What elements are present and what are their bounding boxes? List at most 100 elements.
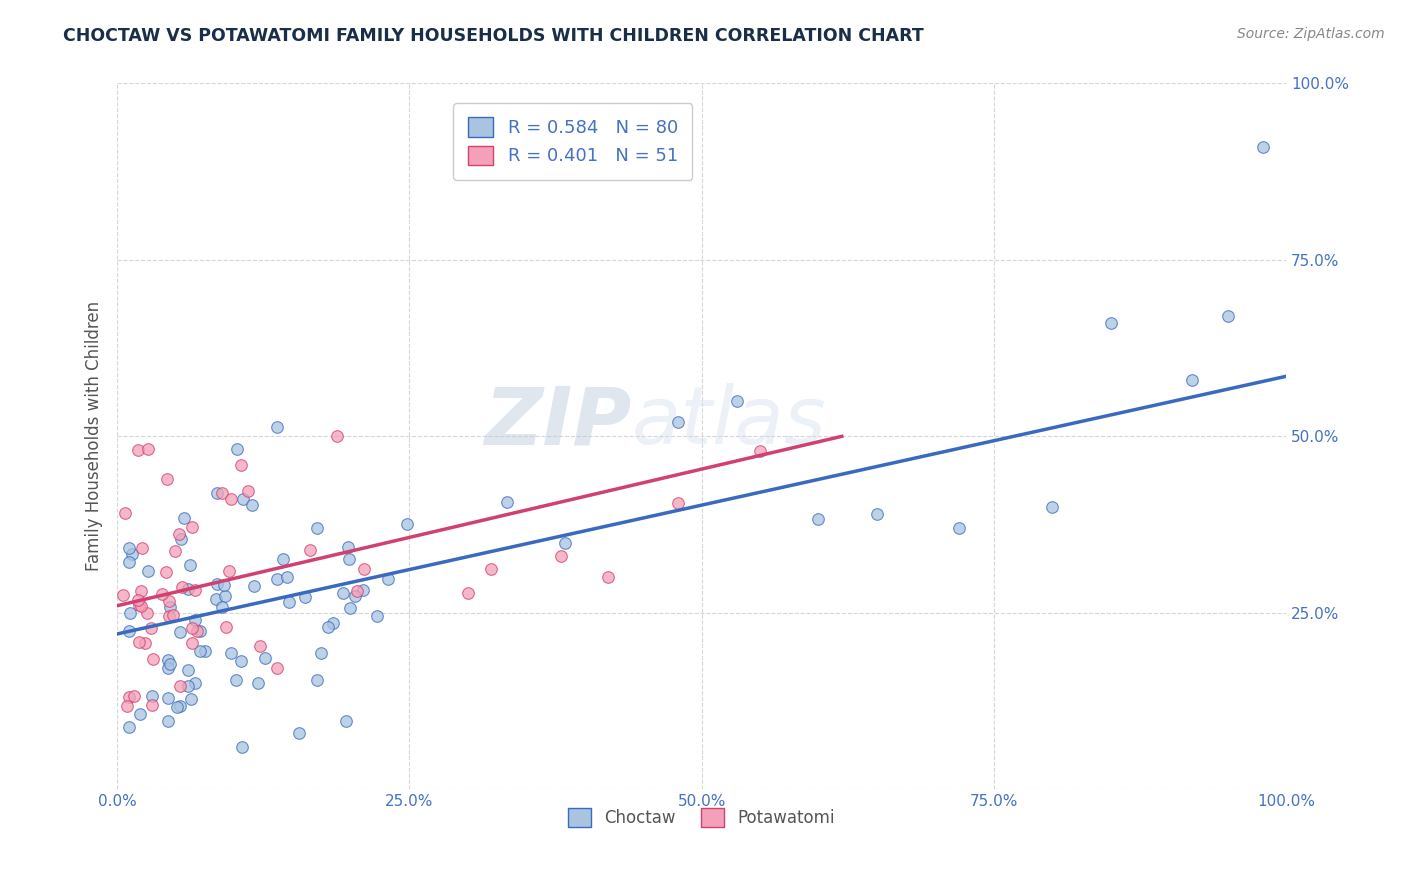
- Point: [554, 536, 576, 550]
- Point: [155, 566, 177, 580]
- Point: [299, 543, 322, 558]
- Point: [246, 676, 269, 690]
- Point: [495, 494, 517, 508]
- Point: [344, 589, 367, 603]
- Point: [346, 584, 368, 599]
- Point: [128, 706, 150, 721]
- Point: [1181, 373, 1204, 387]
- Point: [156, 714, 179, 729]
- Point: [131, 541, 153, 556]
- Point: [136, 442, 159, 457]
- Point: [337, 541, 360, 555]
- Point: [326, 429, 349, 443]
- Point: [749, 444, 772, 458]
- Point: [184, 675, 207, 690]
- Point: [163, 543, 186, 558]
- Point: [118, 624, 141, 639]
- Point: [173, 511, 195, 525]
- Point: [184, 582, 207, 597]
- Point: [226, 442, 249, 457]
- Text: Source: ZipAtlas.com: Source: ZipAtlas.com: [1237, 27, 1385, 41]
- Point: [377, 572, 399, 586]
- Point: [335, 714, 357, 728]
- Point: [307, 673, 329, 687]
- Point: [1040, 500, 1063, 514]
- Point: [172, 580, 194, 594]
- Point: [169, 532, 191, 546]
- Point: [666, 415, 689, 429]
- Point: [194, 644, 217, 658]
- Point: [127, 443, 149, 458]
- Point: [118, 541, 141, 556]
- Point: [177, 582, 200, 596]
- Point: [141, 698, 163, 712]
- Point: [276, 570, 298, 584]
- Point: [666, 496, 689, 510]
- Point: [188, 624, 211, 639]
- Point: [211, 599, 233, 614]
- Point: [725, 394, 748, 409]
- Point: [128, 635, 150, 649]
- Point: [181, 520, 204, 534]
- Text: CHOCTAW VS POTAWATOMI FAMILY HOUSEHOLDS WITH CHILDREN CORRELATION CHART: CHOCTAW VS POTAWATOMI FAMILY HOUSEHOLDS …: [63, 27, 924, 45]
- Point: [231, 458, 253, 472]
- Point: [866, 507, 889, 521]
- Point: [266, 420, 288, 434]
- Point: [214, 590, 236, 604]
- Point: [219, 492, 242, 507]
- Point: [254, 651, 277, 665]
- Point: [156, 472, 179, 486]
- Point: [479, 562, 502, 576]
- Point: [332, 586, 354, 600]
- Point: [457, 585, 479, 599]
- Point: [129, 599, 152, 613]
- Point: [157, 593, 180, 607]
- Point: [238, 484, 260, 499]
- Point: [112, 589, 135, 603]
- Point: [214, 620, 236, 634]
- Point: [162, 608, 184, 623]
- Point: [218, 564, 240, 578]
- Point: [184, 613, 207, 627]
- Point: [181, 636, 204, 650]
- Point: [118, 555, 141, 569]
- Point: [118, 606, 141, 620]
- Point: [166, 700, 188, 714]
- Point: [596, 570, 619, 584]
- Point: [339, 601, 361, 615]
- Point: [318, 619, 340, 633]
- Point: [1216, 310, 1239, 324]
- Point: [232, 492, 254, 507]
- Point: [177, 663, 200, 677]
- Point: [121, 547, 143, 561]
- Point: [337, 552, 360, 566]
- Point: [948, 521, 970, 535]
- Point: [305, 521, 328, 535]
- Point: [266, 572, 288, 586]
- Point: [127, 593, 149, 607]
- Point: [141, 689, 163, 703]
- Point: [118, 720, 141, 734]
- Point: [150, 587, 173, 601]
- Point: [242, 579, 264, 593]
- Point: [1251, 140, 1274, 154]
- Point: [156, 690, 179, 705]
- Point: [128, 599, 150, 613]
- Point: [142, 651, 165, 665]
- Point: [129, 583, 152, 598]
- Point: [278, 595, 301, 609]
- Point: [353, 562, 375, 576]
- Point: [136, 606, 159, 620]
- Point: [159, 599, 181, 614]
- Point: [157, 609, 180, 624]
- Point: [211, 485, 233, 500]
- Point: [169, 699, 191, 714]
- Point: [157, 652, 180, 666]
- Point: [169, 679, 191, 693]
- Point: [115, 699, 138, 714]
- Point: [186, 624, 208, 638]
- Point: [169, 625, 191, 640]
- Point: [134, 636, 156, 650]
- Point: [807, 511, 830, 525]
- Point: [225, 673, 247, 687]
